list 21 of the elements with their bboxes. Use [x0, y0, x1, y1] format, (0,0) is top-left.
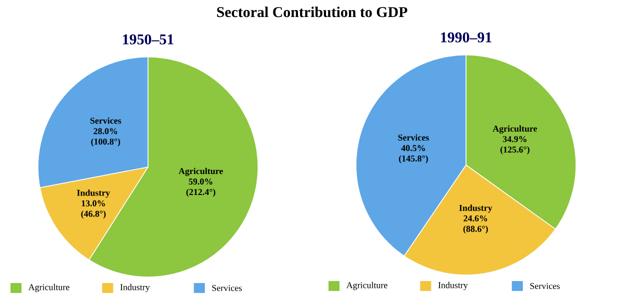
legend-label: Agriculture: [28, 284, 70, 292]
slice-label: Services: [398, 134, 429, 141]
slice-label: Industry: [459, 204, 492, 213]
data-label: 13.0% (46.8°): [81, 200, 106, 219]
slice-label: Agriculture: [492, 125, 538, 134]
data-label: 24.6% (88.6°): [463, 215, 488, 234]
slice-label: Agriculture: [178, 168, 223, 176]
chart-subtitle: 1990–91: [441, 32, 492, 42]
data-label: 40.5% (145.8°): [398, 145, 428, 164]
data-label: 34.9% (125.6°): [500, 136, 530, 154]
data-label: 28.0% (100.8°): [91, 128, 120, 146]
slice-label: Services: [90, 117, 122, 124]
chart-subtitle: 1950–51: [123, 34, 174, 44]
legend-label: Agriculture: [346, 282, 388, 290]
legend-label: Services: [530, 282, 560, 290]
data-label: 59.0% (212.4°): [186, 178, 216, 197]
text: Sectoral Contribution to GDP: [217, 6, 408, 18]
legend-label: Industry: [120, 284, 150, 292]
legend-label: Services: [212, 284, 242, 292]
slice-label: Industry: [77, 190, 110, 198]
legend-label: Industry: [438, 282, 468, 290]
